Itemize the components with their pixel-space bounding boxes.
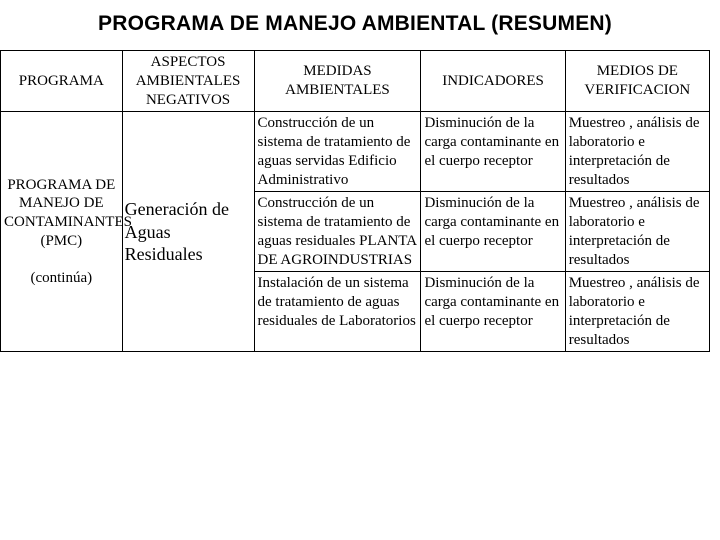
page: PROGRAMA DE MANEJO AMBIENTAL (RESUMEN) P… xyxy=(0,0,720,540)
header-medidas: MEDIDAS AMBIENTALES xyxy=(254,51,421,112)
programa-line4: (PMC) xyxy=(40,233,82,249)
cell-programa: PROGRAMA DE MANEJO DE CONTAMINANTES (PMC… xyxy=(1,112,123,352)
header-programa: PROGRAMA xyxy=(1,51,123,112)
cell-indicadores: Disminución de la carga contaminante en … xyxy=(421,112,565,192)
cell-indicadores: Disminución de la carga contaminante en … xyxy=(421,192,565,272)
header-medios: MEDIOS DE VERIFICACION xyxy=(565,51,709,112)
cell-indicadores: Disminución de la carga contaminante en … xyxy=(421,272,565,352)
table-header-row: PROGRAMA ASPECTOS AMBIENTALES NEGATIVOS … xyxy=(1,51,710,112)
cell-medidas: Instalación de un sistema de tratamiento… xyxy=(254,272,421,352)
cell-medidas: Construcción de un sistema de tratamient… xyxy=(254,192,421,272)
cell-aspectos: Generación de Aguas Residuales xyxy=(122,112,254,352)
programa-line1: PROGRAMA DE xyxy=(7,177,115,193)
programa-line3: CONTAMINANTES xyxy=(4,214,132,230)
programa-line2: MANEJO DE xyxy=(19,195,104,211)
header-aspectos: ASPECTOS AMBIENTALES NEGATIVOS xyxy=(122,51,254,112)
table-row: PROGRAMA DE MANEJO DE CONTAMINANTES (PMC… xyxy=(1,112,710,192)
cell-medios: Muestreo , análisis de laboratorio e int… xyxy=(565,192,709,272)
summary-table: PROGRAMA ASPECTOS AMBIENTALES NEGATIVOS … xyxy=(0,50,710,352)
page-title: PROGRAMA DE MANEJO AMBIENTAL (RESUMEN) xyxy=(0,12,710,36)
cell-medios: Muestreo , análisis de laboratorio e int… xyxy=(565,272,709,352)
cell-medidas: Construcción de un sistema de tratamient… xyxy=(254,112,421,192)
cell-medios: Muestreo , análisis de laboratorio e int… xyxy=(565,112,709,192)
programa-continua: (continúa) xyxy=(30,270,92,286)
header-indicadores: INDICADORES xyxy=(421,51,565,112)
